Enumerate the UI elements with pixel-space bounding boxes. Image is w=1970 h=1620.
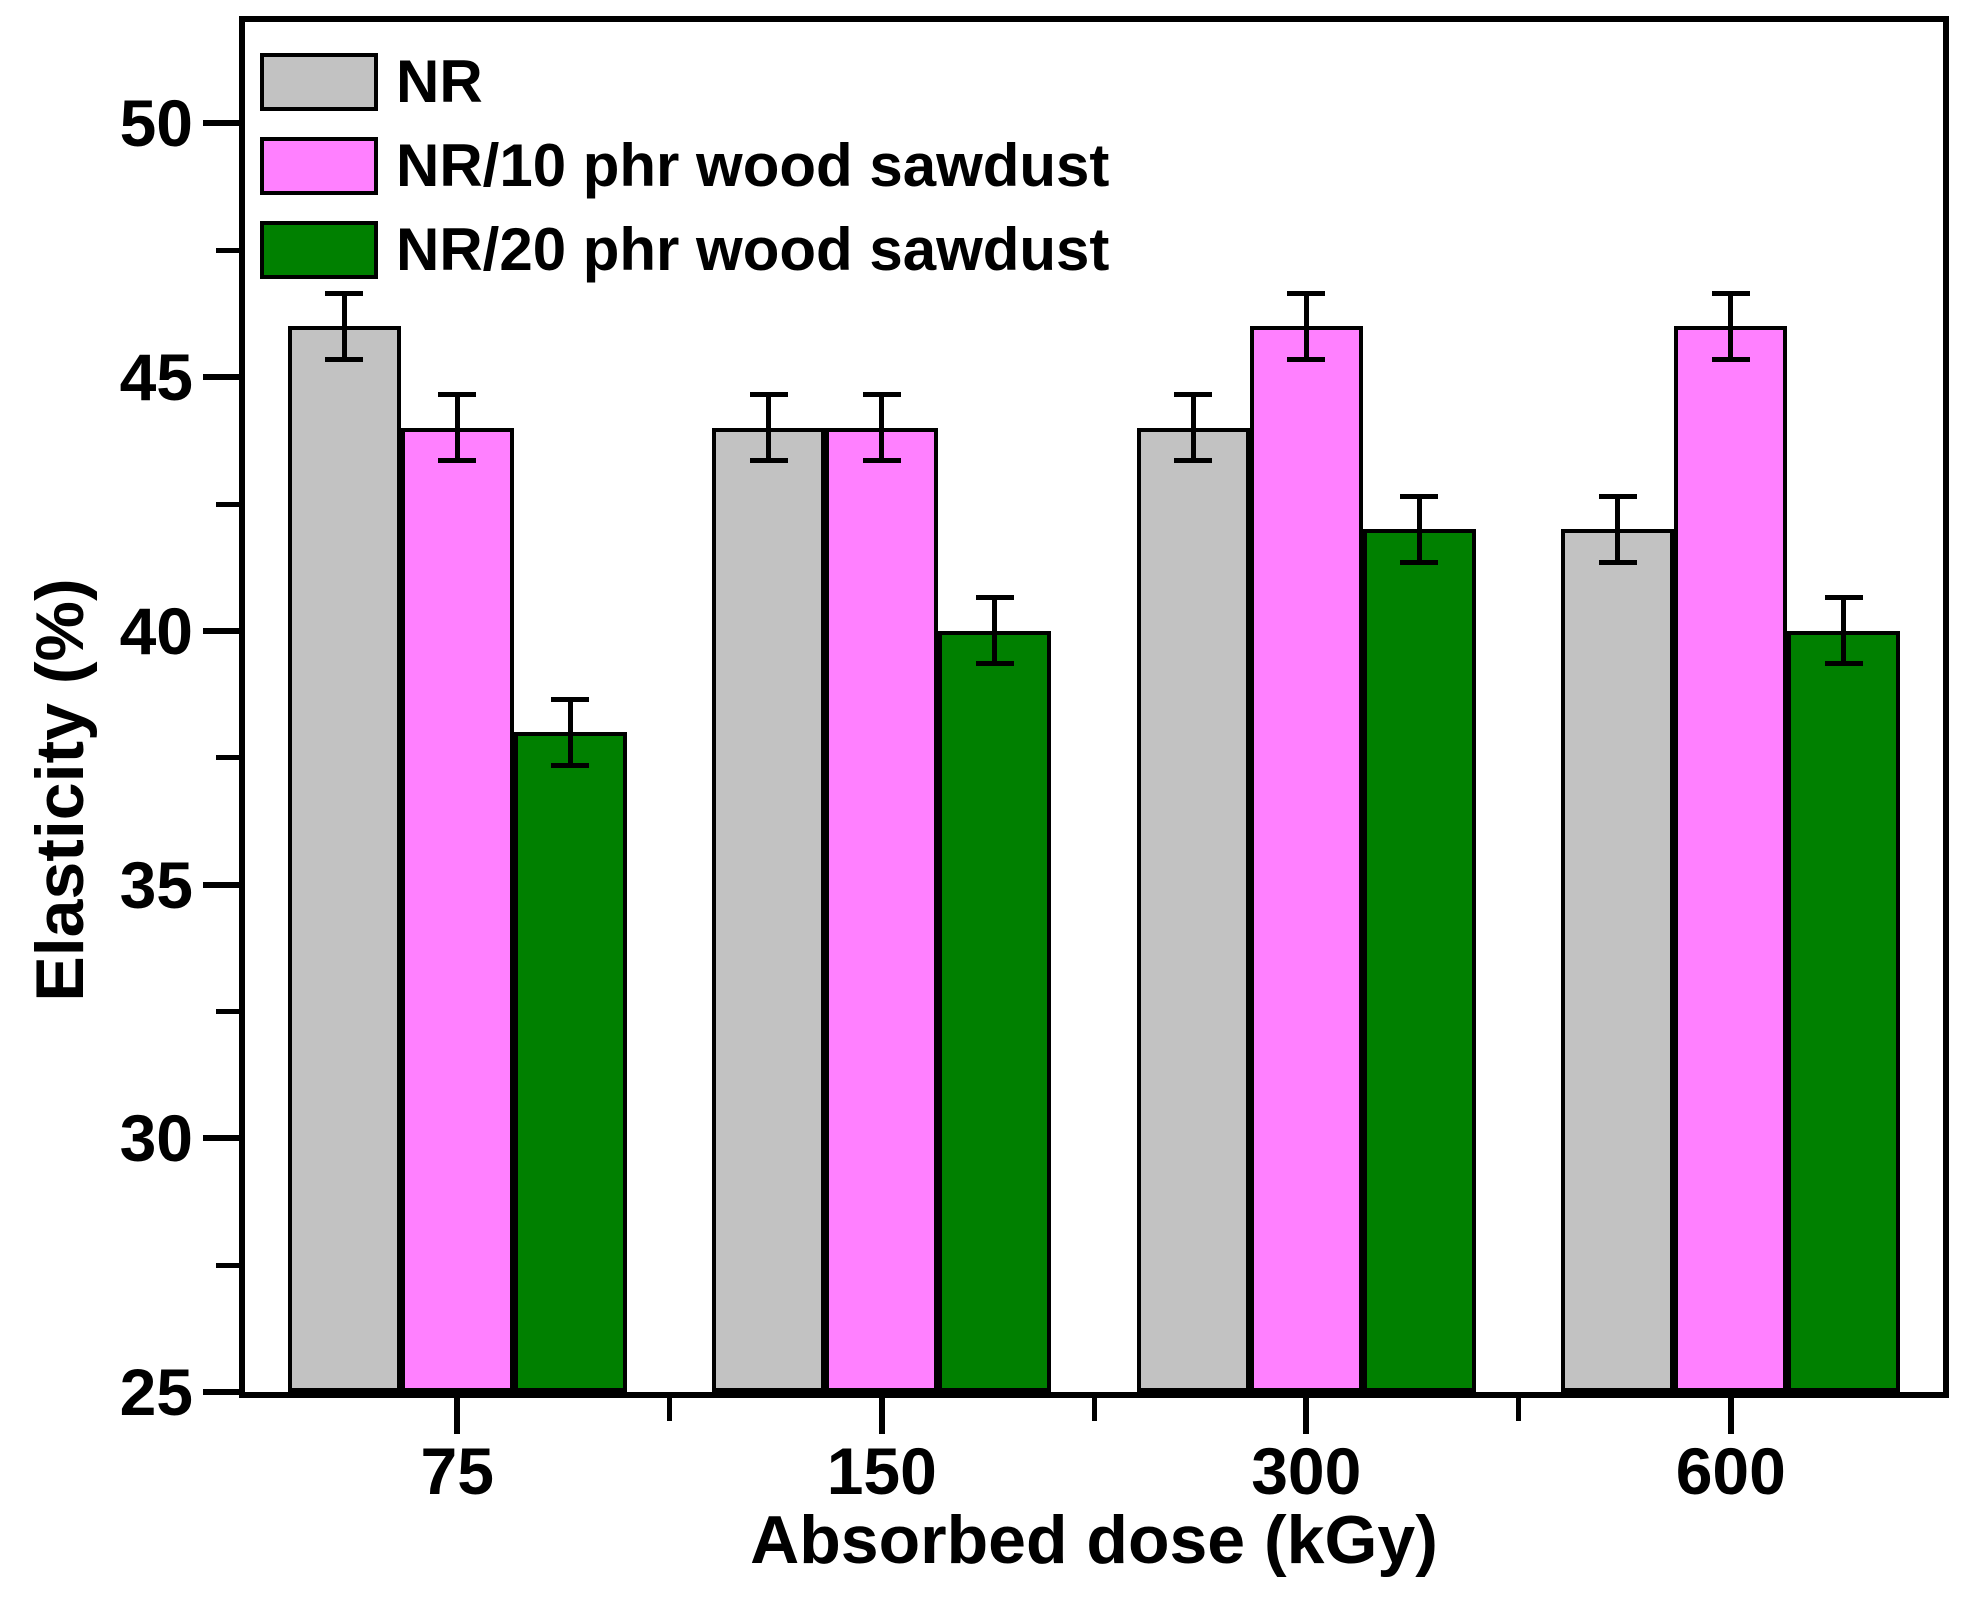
legend: NR NR/10 phr wood sawdust NR/20 phr wood s… [260,52,1109,280]
x-axis-tick-label: 75 [420,1434,494,1508]
y-axis-major-tick [203,374,239,381]
plot-area: NR NR/10 phr wood sawdust NR/20 phr wood s… [120,16,1949,1504]
x-axis-minor-tick [667,1398,672,1421]
bar-nr [287,326,401,1392]
error-bar-cap-bottom [325,356,364,362]
x-axis-major-tick [454,1398,461,1434]
y-axis-tick-label: 25 [119,1355,193,1429]
error-bar-cap-top [551,696,590,702]
error-bar-cap-bottom [1400,559,1439,565]
legend-label: NR [396,48,483,115]
error-bar-cap-top [1598,493,1637,499]
y-axis-minor-tick [216,755,239,761]
bar-nr-10-phr-wood-sawdust [1249,326,1363,1392]
legend-label: NR/10 phr wood sawdust [396,132,1110,199]
error-bar-line [766,394,772,461]
y-axis-tick-label: 45 [119,340,193,415]
y-axis-tick-label: 50 [119,86,193,161]
legend-item: NR/10 phr wood sawdust [260,136,1109,196]
x-axis-minor-tick [1091,1398,1097,1421]
y-axis-tick-label: 35 [119,847,193,922]
bar-nr [1136,427,1250,1392]
legend-label: NR/20 phr wood sawdust [396,216,1110,283]
error-bar-cap-top [1711,290,1750,296]
bar-nr-20-phr-wood-sawdust [938,630,1052,1392]
x-axis-tick-label: 600 [1675,1434,1786,1508]
x-axis-major-tick [1727,1398,1734,1434]
error-bar-cap-bottom [1824,661,1863,667]
legend-swatch [260,221,378,279]
x-axis-major-tick [1303,1398,1310,1434]
error-bar-cap-top [1174,392,1213,398]
error-bar-cap-bottom [1598,559,1637,565]
error-bar-cap-bottom [1711,356,1750,362]
y-axis-major-tick [203,627,239,634]
bar-nr [1561,529,1675,1392]
y-axis-minor-tick [216,247,239,253]
bar-nr-20-phr-wood-sawdust [1787,630,1901,1392]
error-bar-line [1303,293,1309,360]
legend-swatch [260,137,378,195]
error-bar-cap-top [438,392,477,398]
error-bar-line [879,394,885,461]
error-bar-cap-bottom [975,661,1014,667]
bar-nr [712,427,826,1392]
error-bar-line [1615,496,1621,563]
y-axis-minor-tick [216,1008,239,1014]
error-bar-cap-bottom [862,458,901,464]
bar-nr-10-phr-wood-sawdust [825,427,939,1392]
x-axis-major-tick [878,1398,885,1434]
y-axis-major-tick [203,881,239,888]
y-axis-minor-tick [216,1262,239,1268]
y-axis-minor-tick [216,501,239,507]
error-bar-cap-top [1287,290,1326,296]
y-axis-major-tick [203,1135,239,1142]
error-bar-line [1416,496,1422,563]
bar-nr-10-phr-wood-sawdust [400,427,514,1392]
error-bar-cap-top [325,290,364,296]
y-axis-title: Elasticity (%) [22,578,98,1002]
error-bar-cap-bottom [1287,356,1326,362]
error-bar-line [341,293,347,360]
error-bar-line [1841,597,1847,664]
legend-item: NR [260,52,1109,112]
x-axis-tick-label: 300 [1251,1434,1362,1508]
error-bar-cap-top [975,595,1014,601]
error-bar-cap-bottom [551,762,590,768]
error-bar-cap-top [1824,595,1863,601]
y-axis-tick-label: 30 [119,1101,193,1176]
x-axis-title: Absorbed dose (kGy) [750,1502,1438,1578]
bar-nr-20-phr-wood-sawdust [513,732,627,1392]
error-bar-cap-bottom [749,458,788,464]
error-bar-cap-top [862,392,901,398]
error-bar-line [1190,394,1196,461]
error-bar-cap-top [749,392,788,398]
error-bar-cap-top [1400,493,1439,499]
legend-swatch [260,53,378,111]
legend-item: NR/20 phr wood sawdust [260,220,1109,280]
y-axis-major-tick [203,1389,239,1395]
y-axis-major-tick [203,120,239,127]
error-bar-line [1728,293,1734,360]
y-axis-tick-label: 40 [119,593,193,668]
bar-nr-20-phr-wood-sawdust [1362,529,1476,1392]
error-bar-line [992,597,998,664]
error-bar-cap-bottom [1174,458,1213,464]
error-bar-line [454,394,460,461]
x-axis-minor-tick [1516,1398,1521,1421]
error-bar-line [567,699,573,766]
x-axis-tick-label: 150 [826,1434,937,1508]
bar-nr-10-phr-wood-sawdust [1674,326,1788,1392]
error-bar-cap-bottom [438,458,477,464]
